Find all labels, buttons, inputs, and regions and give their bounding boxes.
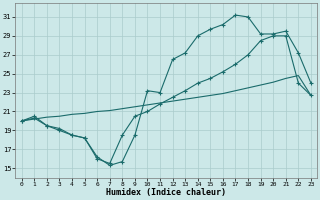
X-axis label: Humidex (Indice chaleur): Humidex (Indice chaleur) [106, 188, 226, 197]
